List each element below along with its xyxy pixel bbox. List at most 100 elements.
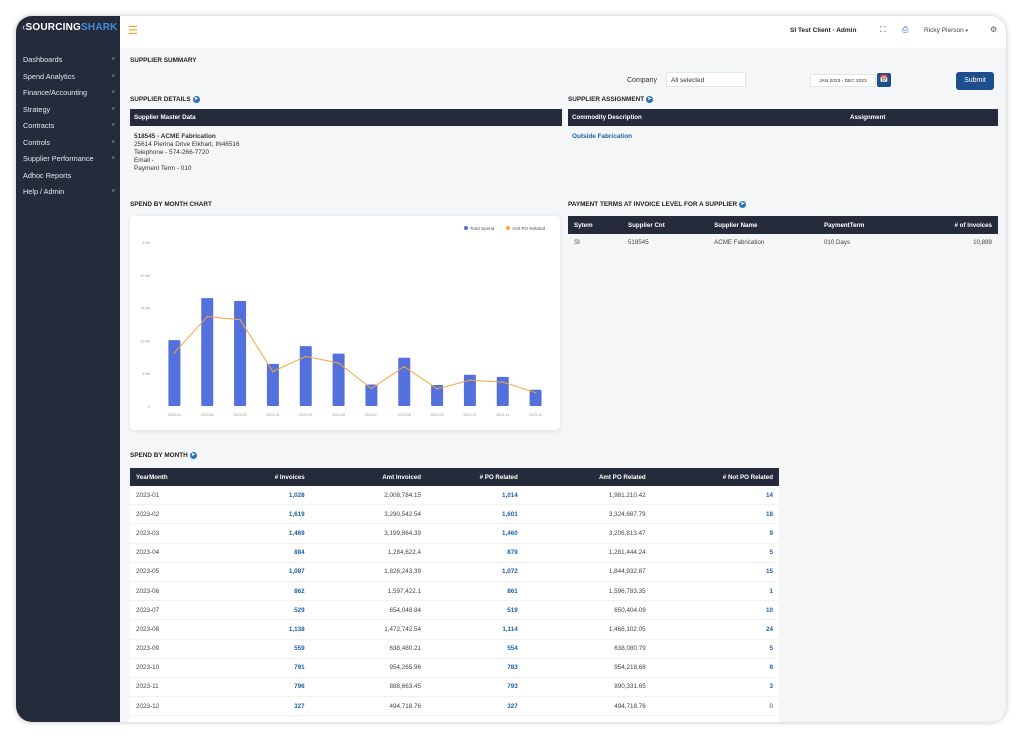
hamburger-menu-icon[interactable]: ☰ (128, 25, 138, 37)
sidebar-item-controls[interactable]: Controls ˅ (16, 135, 120, 152)
x-tick-label: 2023-08 (398, 413, 411, 417)
table-cell: 2023-12 (130, 696, 214, 717)
supplier-master-data: 518545 - ACME Fabrication 25614 Pierina … (134, 133, 240, 173)
table-cell[interactable]: 783 (427, 658, 524, 678)
table-cell: 2023-09 (130, 639, 214, 659)
payment-terms-col-header[interactable]: Supplier Name (708, 216, 818, 234)
supplier-assignment-heading: SUPPLIER ASSIGNMENT ➤ (568, 96, 654, 103)
table-cell[interactable]: 1,460 (427, 523, 524, 544)
payment-terms-col-header[interactable]: Sytem (568, 216, 622, 234)
table-cell[interactable]: 5 (651, 639, 779, 659)
commodity-link[interactable]: Outside Fabrication (572, 133, 633, 140)
arrow-right-icon[interactable]: ➤ (739, 201, 747, 208)
payment-terms-col-header[interactable]: # of Invoices (910, 216, 998, 234)
bar (299, 346, 312, 406)
table-row: 2023-02 1,619 3,290,542.54 1,601 3,324,687.7… (130, 504, 779, 525)
submit-button[interactable]: Submit (956, 72, 994, 90)
supplier-telephone: Telephone - 574-266-7720 (134, 149, 209, 156)
table-cell[interactable]: 862 (213, 581, 311, 602)
spend-table-col-header[interactable]: Amt PO Related (523, 468, 652, 486)
print-icon[interactable]: ⎙ (902, 25, 909, 34)
table-cell[interactable]: 1,014 (427, 486, 524, 506)
table-cell[interactable]: 1,469 (213, 523, 311, 544)
sidebar-item-finance-accounting[interactable]: Finance/Accounting ˅ (16, 85, 120, 102)
table-cell[interactable]: 1 (651, 581, 779, 602)
table-cell[interactable]: 1,114 (427, 619, 524, 640)
table-cell[interactable]: 796 (213, 677, 311, 698)
table-cell[interactable]: 1,028 (213, 486, 311, 506)
legend-label: Total Spend (470, 226, 495, 231)
table-cell[interactable]: 884 (213, 543, 311, 563)
table-cell[interactable]: 14 (651, 486, 779, 506)
table-cell[interactable]: 15 (651, 562, 779, 582)
table-cell[interactable]: 3 (651, 677, 779, 698)
bar (201, 298, 214, 406)
table-cell[interactable]: 327 (427, 696, 524, 717)
table-cell: 010 Days (823, 238, 851, 246)
logo-suffix: SHARK (81, 22, 118, 33)
user-menu[interactable]: Ricky Pierson ▾ (924, 27, 968, 34)
company-select[interactable]: All selected (666, 72, 746, 87)
table-cell[interactable]: 519 (427, 600, 524, 621)
table-cell[interactable]: 861 (427, 581, 524, 602)
spend-table-col-header[interactable]: # Invoices (213, 468, 311, 486)
sidebar-item-contracts[interactable]: Contracts ˅ (16, 118, 120, 135)
line-point (436, 388, 438, 390)
calendar-icon[interactable]: 📅 (877, 73, 891, 87)
page-title: SUPPLIER SUMMARY (130, 57, 197, 64)
table-row: 2023-03 1,469 3,199,864.39 1,460 3,206,813.4… (130, 523, 779, 544)
payment-terms-col-header[interactable]: Supplier Cnt (621, 216, 709, 234)
spend-table-col-header[interactable]: Amt Invoiced (310, 468, 428, 486)
spend-table-col-header[interactable]: # Not PO Related (651, 468, 779, 486)
x-tick-label: 2023-04 (266, 413, 279, 417)
supplier-details-heading: SUPPLIER DETAILS ➤ (130, 96, 200, 103)
table-cell[interactable]: 1,087 (213, 562, 311, 582)
table-cell: 2,008,784.15 (310, 486, 428, 506)
y-tick-label: 15 Mil (140, 307, 150, 311)
table-cell[interactable]: 529 (213, 600, 311, 621)
bar (332, 353, 345, 406)
x-tick-label: 2023-09 (430, 413, 443, 417)
chevron-down-icon: ˅ (111, 189, 115, 195)
table-cell[interactable]: 10 (651, 600, 779, 621)
table-cell[interactable]: 879 (427, 543, 524, 563)
arrow-right-icon[interactable]: ➤ (189, 452, 197, 459)
table-row: 2023-08 1,138 1,472,742.54 1,114 1,466,102.0… (130, 619, 779, 640)
logo[interactable]: ‹SOURCINGSHARK (22, 22, 118, 33)
sidebar-item-supplier-performance[interactable]: Supplier Performance ˅ (16, 151, 120, 168)
fullscreen-icon[interactable]: ⛶ (880, 25, 886, 34)
table-cell: 2023-05 (130, 562, 214, 582)
table-cell[interactable]: 0 (651, 696, 779, 717)
table-cell[interactable]: 1,619 (213, 504, 311, 525)
table-cell[interactable]: 9 (651, 523, 779, 544)
table-cell[interactable]: 18 (651, 504, 779, 525)
spend-table-col-header[interactable]: YearMonth (130, 468, 214, 486)
arrow-right-icon[interactable]: ➤ (192, 96, 200, 103)
table-cell[interactable]: 1,072 (427, 562, 524, 582)
sidebar-item-strategy[interactable]: Strategy ˅ (16, 102, 120, 119)
table-cell[interactable]: 1,138 (213, 619, 311, 640)
table-cell[interactable]: 327 (213, 696, 311, 717)
sidebar-item-spend-analytics[interactable]: Spend Analytics ˅ (16, 69, 120, 86)
table-cell[interactable]: 1,601 (427, 504, 524, 525)
line-point (239, 318, 241, 321)
table-cell[interactable]: 793 (427, 677, 524, 698)
sidebar-item-help-admin[interactable]: Help / Admin ˅ (16, 184, 120, 201)
table-cell[interactable]: 8 (651, 658, 779, 678)
sidebar-item-dashboards[interactable]: Dashboards ˅ (16, 52, 120, 69)
table-row: SI 518545 ACME Fabrication 010 Days 10,889 (568, 234, 998, 250)
table-cell: 2023-07 (130, 600, 214, 621)
client-name[interactable]: SI Test Client - Admin (790, 27, 857, 34)
date-range-input[interactable]: JAN 2023 - DEC 2023 (810, 74, 876, 87)
table-cell: 3,324,687.79 (523, 504, 652, 525)
table-cell[interactable]: 554 (427, 639, 524, 659)
sidebar-item-adhoc-reports[interactable]: Adhoc Reports (16, 168, 120, 185)
payment-terms-col-header[interactable]: PaymentTerm (817, 216, 911, 234)
table-cell[interactable]: 559 (213, 639, 311, 659)
gear-icon[interactable]: ⚙ (990, 25, 998, 34)
table-cell[interactable]: 791 (213, 658, 311, 678)
table-cell[interactable]: 5 (651, 543, 779, 563)
table-cell[interactable]: 24 (651, 619, 779, 640)
arrow-right-icon[interactable]: ➤ (646, 96, 654, 103)
spend-table-col-header[interactable]: # PO Related (427, 468, 524, 486)
